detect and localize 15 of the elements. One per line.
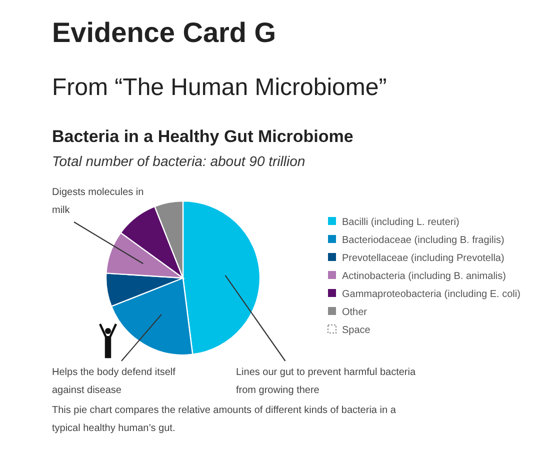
legend-label: Gammaproteobacteria (including E. coli): [342, 289, 520, 300]
chart-subtitle: Total number of bacteria: about 90 trillion: [52, 153, 306, 169]
chart-title: Bacteria in a Healthy Gut Microbiome: [52, 127, 354, 146]
text: Evidence Card G: [52, 17, 276, 48]
text: Lines our gut to prevent harmful bacteria from growing there: [236, 367, 416, 396]
text: From “The Human Microbiome”: [52, 74, 387, 101]
legend-label: Prevotellaceae (including Prevotella): [342, 253, 504, 264]
legend-label: Space: [342, 325, 371, 336]
legend-label: Other: [342, 307, 368, 318]
text: Helps the body defend itself against disease: [52, 367, 176, 396]
legend-label: Bacteriodaceae (including B. fragilis): [342, 235, 504, 246]
legend-label: Bacilli (including L. reuteri): [342, 217, 460, 228]
legend-label: Actinobacteria (including B. animalis): [342, 271, 506, 282]
text: Digests molecules in milk: [52, 187, 144, 216]
text: This pie chart compares the relative amounts of different kinds of bacteria in a typical healthy human’s gut.: [52, 405, 396, 434]
